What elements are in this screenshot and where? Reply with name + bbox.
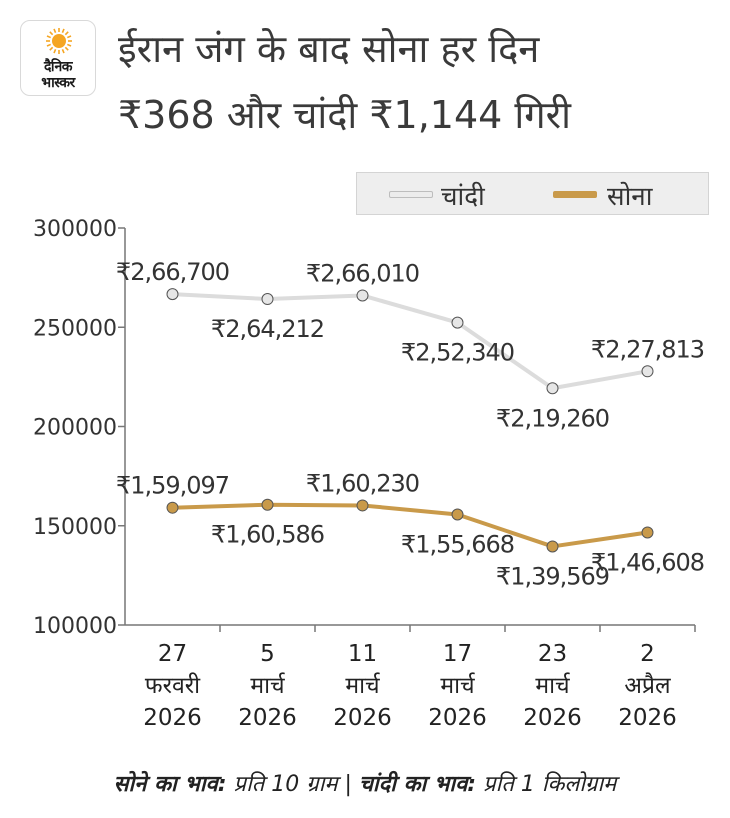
silver-data-label: ₹2,52,340: [401, 339, 514, 367]
gold-data-label: ₹1,39,569: [496, 562, 609, 590]
footnote-silver-unit: प्रति 1 किलोग्राम: [476, 772, 617, 797]
legend-silver-swatch: [389, 191, 433, 198]
gold-data-point: [641, 526, 654, 539]
sun-ray: [61, 49, 65, 54]
silver-data-point: [451, 316, 464, 329]
x-tick-label: 27: [158, 641, 187, 667]
gold-data-point: [356, 499, 369, 512]
legend-gold-swatch: [553, 191, 597, 198]
footnote: सोने का भाव: प्रति 10 ग्राम | चांदी का भ…: [0, 768, 730, 798]
sun-ray: [67, 35, 72, 39]
gold-data-label: ₹1,60,230: [306, 469, 419, 497]
sun-ray: [53, 49, 57, 54]
silver-data-point: [166, 288, 179, 301]
silver-data-label: ₹2,19,260: [496, 404, 609, 432]
legend-gold-label: सोना: [607, 182, 653, 212]
gold-data-label: ₹1,60,586: [211, 521, 324, 549]
footnote-silver-label: चांदी का भाव:: [358, 772, 477, 797]
x-tick-label: 2026: [523, 705, 582, 731]
sun-ray: [46, 43, 51, 47]
x-tick-label: मार्च: [345, 672, 380, 699]
logo-text-line2: भास्कर: [41, 75, 75, 91]
headline-line1: ईरान जंग के बाद सोना हर दिन: [118, 27, 540, 71]
gold-data-point: [546, 540, 559, 553]
chart-legend: चांदी सोना: [356, 172, 709, 215]
gold-data-point: [451, 508, 464, 521]
x-tick-label: मार्च: [535, 672, 570, 699]
logo-text-line1: दैनिक: [43, 59, 73, 75]
legend-silver-label: चांदी: [441, 182, 485, 212]
x-tick-label: 2026: [333, 705, 392, 731]
x-tick-label: 5: [260, 641, 275, 667]
sun-ray: [49, 31, 54, 36]
x-tick-label: 2026: [428, 705, 487, 731]
x-tick-label: मार्च: [440, 672, 475, 699]
footnote-gold-label: सोने का भाव:: [113, 772, 227, 797]
sun-ray: [46, 35, 51, 39]
x-tick-label: अप्रैल: [624, 672, 671, 699]
gold-data-label: ₹1,59,097: [116, 472, 229, 500]
gold-data-point: [261, 498, 274, 511]
x-tick-label: 2026: [618, 705, 677, 731]
sun-ray: [67, 43, 72, 47]
sun-ray: [53, 28, 57, 33]
sun-icon: [46, 28, 72, 54]
silver-data-label: ₹2,64,212: [211, 315, 324, 343]
x-tick-label: 2: [640, 641, 655, 667]
silver-data-label: ₹2,27,813: [591, 335, 704, 363]
sun-ray: [64, 46, 69, 51]
gold-data-point: [166, 501, 179, 514]
footnote-gold-unit: प्रति 10 ग्राम |: [226, 772, 359, 797]
silver-data-label: ₹2,66,010: [306, 259, 419, 287]
y-tick-label: 300000: [33, 217, 117, 242]
silver-data-point: [641, 365, 654, 378]
x-tick-label: मार्च: [250, 672, 285, 699]
silver-data-point: [356, 289, 369, 302]
price-line-chart: 300000 250000 200000 150000 100000 27 फरवरी 202…: [33, 217, 705, 731]
gold-data-label: ₹1,46,608: [591, 548, 704, 576]
x-tick-label: 2026: [238, 705, 297, 731]
y-tick-label: 100000: [33, 614, 117, 639]
silver-data-point: [261, 293, 274, 306]
y-tick-label: 150000: [33, 515, 117, 540]
silver-series-line: [170, 292, 650, 391]
x-tick-label: फरवरी: [145, 672, 201, 699]
x-tick-label: 23: [538, 641, 567, 667]
x-tick-label: 17: [443, 641, 472, 667]
dainik-bhaskar-logo[interactable]: दैनिक भास्कर: [20, 20, 96, 96]
gold-series-line: [170, 502, 650, 549]
gold-data-label: ₹1,55,668: [401, 530, 514, 558]
headline-line2: ₹368 और चांदी ₹1,144 गिरी: [118, 93, 572, 137]
sun-ray: [61, 28, 65, 33]
y-tick-label: 250000: [33, 316, 117, 341]
sun-ray: [49, 46, 54, 51]
sun-ray: [64, 31, 69, 36]
x-tick-label: 11: [348, 641, 377, 667]
x-tick-label: 2026: [143, 705, 202, 731]
silver-data-point: [546, 382, 559, 395]
y-tick-label: 200000: [33, 416, 117, 441]
silver-data-label: ₹2,66,700: [116, 258, 229, 286]
